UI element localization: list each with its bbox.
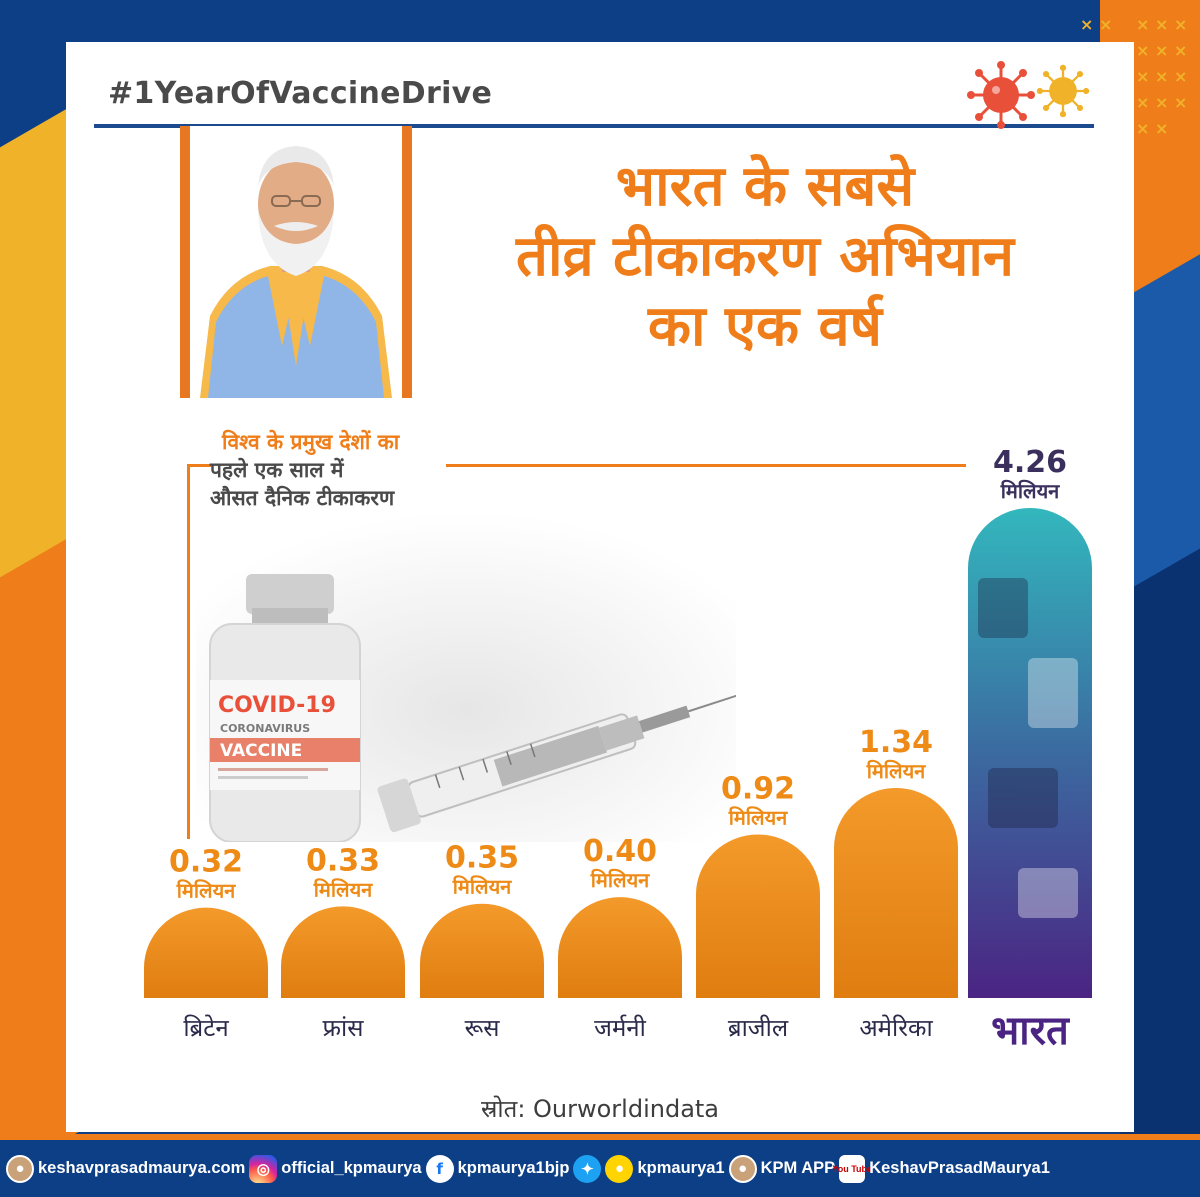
bar-0 — [144, 907, 268, 998]
bar-4 — [696, 834, 820, 998]
decorative-cross-pattern: × × — [1080, 15, 1112, 34]
portrait-photo — [190, 126, 402, 398]
bar-2 — [420, 903, 544, 998]
bar-3 — [558, 897, 682, 998]
value-label-6: 4.26 — [993, 445, 1067, 480]
category-label-4: ब्राजील — [728, 1014, 789, 1042]
unit-label-0: मिलियन — [176, 879, 236, 903]
footer-facebook[interactable]: f kpmaurya1bjp — [425, 1154, 570, 1183]
headline-line: भारत के सबसे — [615, 154, 915, 219]
value-label-3: 0.40 — [583, 834, 657, 869]
bracket-line — [446, 464, 966, 467]
footer-instagram[interactable]: ◎ official_kpmaurya — [249, 1154, 422, 1183]
decorative-cross-pattern: × × × × × × × × × × × × × × — [1136, 15, 1187, 138]
unit-label-2: मिलियन — [452, 875, 512, 899]
footer-instagram-label: official_kpmaurya — [281, 1159, 422, 1177]
svg-text:× × ×: × × × — [1136, 67, 1187, 86]
chart-subtitle: विश्व के प्रमुख देशों का पहले एक साल में… — [210, 428, 399, 512]
footer-app[interactable]: ● KPM APP — [728, 1154, 836, 1183]
texture-block — [988, 768, 1058, 828]
footer-website[interactable]: ● keshavprasadmaurya.com — [6, 1154, 246, 1183]
youtube-icon: You Tube — [832, 1154, 872, 1183]
footer-band — [0, 1134, 1200, 1142]
source-note: स्रोत: Ourworldindata — [480, 1095, 720, 1123]
category-label-1: फ्रांस — [323, 1014, 365, 1042]
subtitle-line: औसत दैनिक टीकाकरण — [210, 486, 395, 510]
twitter-icon: ✦ — [573, 1154, 602, 1183]
svg-text:× ×: × × — [1080, 15, 1112, 34]
value-label-1: 0.33 — [306, 843, 380, 878]
footer-website-label: keshavprasadmaurya.com — [38, 1159, 246, 1177]
headline-line: का एक वर्ष — [648, 294, 882, 359]
bracket-line — [187, 464, 190, 839]
texture-block — [1018, 868, 1078, 918]
avatar-icon: ● — [728, 1154, 757, 1183]
value-label-2: 0.35 — [445, 841, 519, 876]
bar-chart: 0.32मिलियनब्रिटेन0.33मिलियनफ्रांस0.35मिल… — [144, 445, 1092, 1054]
value-label-4: 0.92 — [721, 772, 795, 807]
svg-text:× × ×: × × × — [1136, 93, 1187, 112]
unit-label-5: मिलियन — [866, 759, 926, 783]
category-label-5: अमेरिका — [859, 1014, 933, 1042]
texture-block — [978, 578, 1028, 638]
virus-icon — [1036, 64, 1090, 118]
footer-twitter-koo[interactable]: ✦ ● kpmaurya1 — [573, 1154, 725, 1183]
subtitle-line: विश्व के प्रमुख देशों का — [222, 430, 400, 454]
unit-label-1: मिलियन — [313, 877, 373, 901]
bracket-line — [187, 464, 211, 467]
headline-line: तीव्र टीकाकरण अभियान — [516, 224, 1014, 289]
footer-youtube-label: KeshavPrasadMaurya1 — [869, 1159, 1050, 1177]
avatar-icon: ● — [6, 1154, 34, 1183]
unit-label-4: मिलियन — [728, 806, 788, 830]
value-label-0: 0.32 — [169, 845, 243, 880]
vial-brand: COVID-19 — [218, 693, 336, 718]
poster-card: #1YearOfVaccineDrive — [66, 42, 1134, 1132]
footer: ● keshavprasadmaurya.com ◎ official_kpma… — [0, 1140, 1200, 1197]
vaccine-illustration: COVID-19 CORONAVIRUS VACCINE — [196, 512, 736, 842]
footer-youtube[interactable]: You Tube KeshavPrasadMaurya1 — [832, 1154, 1050, 1183]
headline: भारत के सबसे तीव्र टीकाकरण अभियान का एक … — [396, 152, 1134, 362]
bar-6 — [968, 508, 1092, 998]
footer-app-label: KPM APP — [760, 1159, 836, 1177]
header-rule — [94, 124, 1094, 128]
unit-label-3: मिलियन — [590, 868, 650, 892]
vial-band: VACCINE — [220, 741, 302, 761]
india-bar-texture — [978, 578, 1078, 918]
portrait-frame — [180, 126, 412, 398]
subtitle-line: पहले एक साल में — [210, 458, 344, 482]
virus-icon — [967, 61, 1035, 129]
texture-block — [1028, 658, 1078, 728]
category-label-2: रूस — [465, 1014, 501, 1042]
svg-text:× × ×: × × × — [1136, 41, 1187, 60]
bar-5 — [834, 788, 958, 998]
vial-sub: CORONAVIRUS — [220, 722, 310, 735]
koo-icon: ● — [605, 1154, 634, 1183]
unit-label-6: मिलियन — [1000, 479, 1060, 503]
footer-twitter-label: kpmaurya1 — [637, 1159, 725, 1177]
category-label-0: ब्रिटेन — [183, 1014, 229, 1042]
value-label-5: 1.34 — [859, 725, 933, 760]
instagram-icon: ◎ — [249, 1154, 278, 1183]
category-label-6: भारत — [991, 1008, 1070, 1054]
svg-text:× × ×: × × × — [1136, 15, 1187, 34]
footer-facebook-label: kpmaurya1bjp — [457, 1159, 570, 1177]
svg-text:× ×: × × — [1136, 119, 1168, 138]
bar-1 — [281, 906, 405, 998]
facebook-icon: f — [425, 1154, 454, 1183]
category-label-3: जर्मनी — [594, 1014, 646, 1042]
hashtag: #1YearOfVaccineDrive — [108, 76, 493, 111]
